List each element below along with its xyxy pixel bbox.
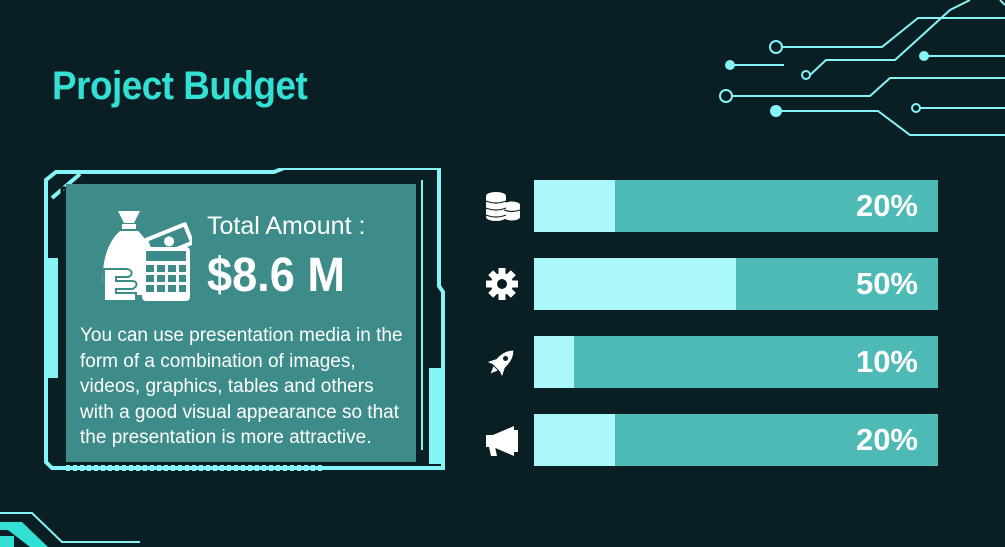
total-amount-value: $8.6 M bbox=[207, 249, 345, 302]
budget-bar-row: 20% bbox=[480, 180, 940, 232]
budget-bar-fill bbox=[534, 414, 615, 466]
rocket-icon bbox=[487, 350, 514, 377]
budget-bar-value: 20% bbox=[855, 422, 918, 457]
budget-bar-row: 20% bbox=[480, 414, 940, 466]
budget-bar-track: 50% bbox=[534, 258, 938, 310]
megaphone-icon bbox=[486, 426, 518, 456]
summary-panel bbox=[66, 184, 416, 462]
budget-bar-track: 20% bbox=[534, 180, 938, 232]
budget-bar-fill bbox=[534, 336, 575, 388]
budget-bar-fill bbox=[534, 180, 615, 232]
budget-bar-value: 20% bbox=[855, 188, 918, 223]
budget-bar-value: 50% bbox=[855, 266, 918, 301]
total-amount-label: Total Amount : bbox=[207, 212, 366, 240]
circuit-decoration bbox=[719, 0, 1005, 136]
budget-bar-track: 10% bbox=[534, 336, 938, 388]
budget-bar-row: 50% bbox=[480, 258, 940, 310]
budget-bar-value: 10% bbox=[855, 344, 918, 379]
slide-title: Project Budget bbox=[52, 64, 308, 108]
budget-bar-fill bbox=[534, 258, 736, 310]
coins-icon bbox=[485, 192, 521, 221]
summary-description: You can use presentation media in the fo… bbox=[80, 325, 403, 448]
budget-bar-track: 20% bbox=[534, 414, 938, 466]
money-bag-and-calculator-icon bbox=[102, 211, 192, 302]
gear-icon bbox=[486, 268, 518, 300]
corner-decoration bbox=[0, 512, 140, 547]
budget-bar-row: 10% bbox=[480, 336, 940, 388]
